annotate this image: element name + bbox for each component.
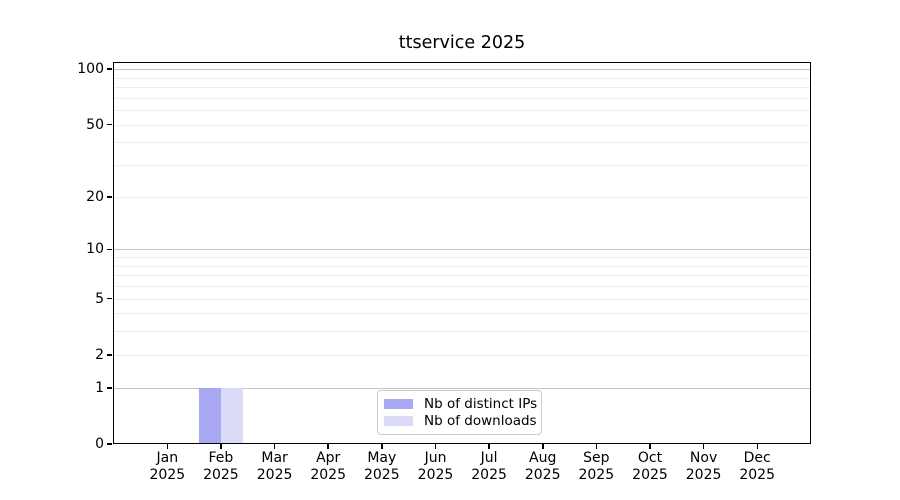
x-axis-tick-mark — [595, 444, 598, 449]
gridline-y-80 — [113, 87, 811, 89]
y-axis-tick-mark — [107, 387, 112, 389]
gridline-y-2 — [113, 354, 811, 356]
x-axis-tick-mark — [488, 444, 490, 449]
bar-distinct-ips-feb — [198, 387, 221, 444]
x-label-year: 2025 — [310, 466, 346, 483]
y-axis-tick-label-1: 1 — [95, 379, 104, 396]
gridline-y-10 — [113, 249, 811, 251]
gridline-y-3 — [113, 331, 811, 333]
x-axis-tick-label-jul: Jul 2025 — [457, 450, 521, 483]
legend-label-downloads: Nb of downloads — [424, 412, 537, 429]
x-axis-tick-mark — [327, 444, 329, 449]
x-axis-tick-mark — [273, 444, 276, 449]
x-axis-tick-label-nov: Nov 2025 — [672, 450, 736, 483]
legend-label-distinct-ips: Nb of distinct IPs — [424, 396, 538, 413]
y-axis-tick-label-2: 2 — [95, 346, 104, 363]
x-axis-tick-label-aug: Aug 2025 — [511, 450, 575, 483]
x-axis-tick-mark — [220, 444, 222, 449]
x-axis-tick-mark — [381, 444, 383, 449]
x-label-year: 2025 — [363, 466, 400, 483]
x-label-year: 2025 — [471, 466, 507, 483]
plot-area: Nb of distinct IPs Nb of downloads — [113, 62, 811, 444]
x-label-year: 2025 — [417, 466, 454, 483]
y-axis-tick-mark — [107, 196, 112, 198]
x-axis-tick-mark — [434, 444, 437, 449]
gridline-y-7 — [113, 275, 811, 277]
gridline-y-8 — [113, 265, 811, 267]
y-axis-tick-label-100: 100 — [77, 61, 104, 78]
gridline-y-5 — [113, 298, 811, 300]
x-axis-tick-mark — [166, 444, 169, 449]
x-axis-tick-label-apr: Apr 2025 — [296, 450, 360, 483]
gridline-y-60 — [113, 110, 811, 112]
x-label-year: 2025 — [149, 466, 186, 483]
x-label-month: Apr — [316, 450, 341, 466]
legend: Nb of distinct IPs Nb of downloads — [377, 390, 542, 435]
legend-item-downloads: Nb of downloads — [384, 412, 537, 429]
plot-border — [113, 62, 811, 444]
x-axis-tick-label-mar: Mar 2025 — [243, 450, 307, 483]
gridline-y-70 — [113, 97, 811, 99]
y-axis-tick-label-5: 5 — [95, 290, 104, 307]
chart-title: ttservice 2025 — [398, 33, 526, 53]
x-axis-tick-label-jan: Jan 2025 — [135, 450, 199, 483]
x-label-month: Aug — [529, 450, 557, 466]
y-axis-tick-label-50: 50 — [86, 116, 104, 133]
y-axis-tick-label-20: 20 — [86, 188, 104, 205]
x-label-month: May — [367, 450, 397, 466]
x-label-month: Jul — [480, 450, 498, 466]
x-label-year: 2025 — [524, 466, 561, 483]
x-axis-tick-label-sep: Sep 2025 — [564, 450, 628, 483]
bar-downloads-feb — [220, 387, 243, 444]
y-axis-tick-mark — [107, 354, 112, 356]
x-axis-tick-label-oct: Oct 2025 — [618, 450, 682, 483]
x-axis-tick-label-may: May 2025 — [350, 450, 414, 483]
x-axis-tick-mark — [542, 444, 544, 449]
x-label-month: Oct — [637, 450, 663, 466]
gridline-y-30 — [113, 165, 811, 167]
gridline-y-6 — [113, 286, 811, 287]
y-axis-tick-label-0: 0 — [95, 436, 104, 452]
x-label-year: 2025 — [256, 466, 293, 483]
gridline-y-9 — [113, 257, 811, 258]
x-label-year: 2025 — [578, 466, 615, 483]
x-label-year: 2025 — [632, 466, 668, 483]
x-label-year: 2025 — [203, 466, 239, 483]
y-axis-tick-label-10: 10 — [86, 241, 104, 258]
y-axis-tick-mark — [107, 248, 112, 250]
gridline-y-90 — [113, 77, 811, 79]
x-label-month: Sep — [583, 450, 610, 466]
x-label-month: Mar — [261, 450, 288, 466]
x-axis-tick-label-feb: Feb 2025 — [189, 450, 253, 483]
gridline-y-1 — [113, 387, 811, 389]
x-axis-tick-mark — [702, 444, 705, 449]
legend-swatch-downloads — [384, 415, 413, 426]
gridline-y-50 — [113, 124, 811, 126]
legend-swatch-distinct-ips — [384, 399, 413, 410]
x-label-month: Nov — [689, 450, 718, 466]
gridline-y-40 — [113, 142, 811, 144]
y-axis-tick-mark — [107, 443, 112, 445]
x-axis-tick-label-dec: Dec 2025 — [725, 450, 789, 483]
x-label-year: 2025 — [739, 466, 775, 483]
x-label-month: Feb — [208, 450, 234, 466]
y-axis-tick-mark — [107, 68, 112, 70]
x-label-month: Dec — [743, 450, 771, 466]
x-label-month: Jun — [424, 450, 447, 466]
x-axis-tick-label-jun: Jun 2025 — [404, 450, 468, 483]
gridline-y-4 — [113, 313, 811, 315]
gridline-y-20 — [113, 196, 811, 198]
x-label-month: Jan — [156, 450, 179, 466]
x-axis-tick-mark — [756, 444, 758, 449]
y-axis-tick-mark — [107, 123, 112, 126]
x-label-year: 2025 — [685, 466, 722, 483]
legend-item-distinct-ips: Nb of distinct IPs — [384, 396, 538, 413]
x-axis-tick-mark — [649, 444, 651, 449]
gridline-y-100 — [113, 69, 811, 71]
y-axis-tick-mark — [107, 297, 112, 300]
